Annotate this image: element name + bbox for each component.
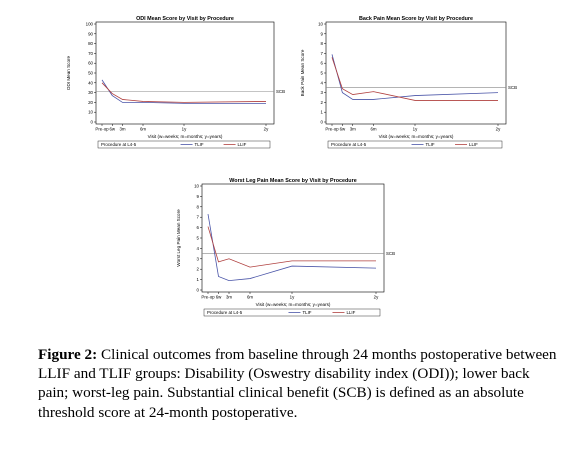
x-tick-label: 6w	[109, 127, 115, 132]
y-tick-label: 1	[321, 110, 324, 115]
legend-label-llif: LLIF	[469, 142, 478, 147]
plot-frame	[95, 21, 275, 125]
back-svg: Back Pain Mean Score by Visit by Procedu…	[300, 16, 517, 149]
y-axis-label: Back Pain Mean Score	[300, 49, 305, 96]
y-tick-label: 7	[197, 215, 200, 220]
legend-label-llif: LLIF	[238, 142, 247, 147]
legend-label-tlif: TLIF	[302, 310, 311, 315]
worst-leg-pain-chart: Worst Leg Pain Mean Score by Visit by Pr…	[172, 176, 404, 336]
figure-caption: Figure 2: Clinical outcomes from baselin…	[38, 345, 558, 422]
x-tick-label: 6w	[340, 127, 346, 132]
y-tick-label: 5	[197, 236, 200, 241]
scb-label: SCB	[276, 89, 285, 94]
legend-title: Procedure at L4-5	[207, 310, 243, 315]
y-tick-label: 3	[197, 256, 200, 261]
y-tick-label: 10	[88, 110, 93, 115]
y-tick-label: 100	[86, 22, 94, 27]
legend-title: Procedure at L4-5	[101, 142, 137, 147]
x-axis-label: Visit (w=weeks; m=months; y=years)	[256, 302, 331, 307]
y-tick-label: 6	[197, 225, 200, 230]
y-tick-label: 0	[91, 120, 94, 125]
y-tick-label: 30	[88, 90, 93, 95]
scb-label: SCB	[508, 85, 517, 90]
y-tick-label: 10	[194, 184, 199, 189]
y-tick-label: 9	[321, 31, 324, 36]
y-tick-label: 2	[321, 100, 324, 105]
series-line-tlif	[331, 54, 499, 100]
series-line-llif	[207, 226, 376, 268]
y-tick-label: 4	[321, 80, 324, 85]
caption-label: Figure 2:	[38, 346, 98, 363]
odi-chart: ODI Mean Score by Visit by Procedure 0 10 2…	[62, 14, 292, 166]
x-tick-label: 6w	[216, 295, 222, 300]
x-axis-label: Visit (w=weeks; m=months; y=years)	[379, 134, 454, 139]
y-tick-label: 0	[197, 288, 200, 293]
y-tick-label: 10	[318, 22, 323, 27]
plot-frame	[201, 183, 385, 293]
legend-label-tlif: TLIF	[195, 142, 204, 147]
y-tick-label: 5	[321, 71, 324, 76]
y-tick-label: 90	[88, 31, 93, 36]
y-tick-label: 60	[88, 61, 93, 66]
x-tick-label: 3m	[119, 127, 125, 132]
y-tick-label: 8	[197, 204, 200, 209]
y-tick-label: 9	[197, 194, 200, 199]
x-tick-label: 3m	[226, 295, 232, 300]
x-tick-label: 2y	[264, 127, 269, 132]
y-tick-label: 2	[197, 267, 200, 272]
series-line-llif	[101, 82, 267, 103]
x-tick-label: 6m	[247, 295, 253, 300]
x-tick-label: 3m	[350, 127, 356, 132]
y-tick-label: 50	[88, 71, 93, 76]
y-axis-label: ODI Mean Score	[66, 55, 71, 90]
y-tick-label: 1	[197, 277, 200, 282]
chart-title: ODI Mean Score by Visit by Procedure	[136, 16, 234, 22]
x-tick-label: 6m	[140, 127, 146, 132]
chart-title: Back Pain Mean Score by Visit by Procedu…	[359, 16, 473, 22]
x-tick-label: 1y	[290, 295, 295, 300]
x-tick-label: Pre-op	[95, 127, 109, 132]
x-tick-label: Pre-op	[201, 295, 215, 300]
scb-label: SCB	[386, 251, 395, 256]
leg-svg: Worst Leg Pain Mean Score by Visit by Pr…	[176, 178, 395, 317]
x-tick-label: Pre-op	[325, 127, 339, 132]
plot-frame	[325, 21, 507, 125]
x-tick-label: 2y	[496, 127, 501, 132]
x-tick-label: 6m	[370, 127, 376, 132]
x-tick-label: 1y	[413, 127, 418, 132]
y-axis-label: Worst Leg Pain Mean Score	[176, 209, 181, 267]
y-tick-label: 4	[197, 246, 200, 251]
legend-label-llif: LLIF	[346, 310, 355, 315]
y-tick-label: 70	[88, 51, 93, 56]
y-tick-label: 40	[88, 80, 93, 85]
legend-label-tlif: TLIF	[426, 142, 435, 147]
x-tick-label: 2y	[374, 295, 379, 300]
y-tick-label: 0	[321, 120, 324, 125]
odi-svg: ODI Mean Score by Visit by Procedure 0 10 2…	[66, 16, 285, 149]
y-tick-label: 6	[321, 61, 324, 66]
y-tick-label: 7	[321, 51, 324, 56]
chart-title: Worst Leg Pain Mean Score by Visit by Pr…	[229, 178, 356, 184]
x-tick-label: 1y	[182, 127, 187, 132]
y-tick-label: 80	[88, 41, 93, 46]
back-pain-chart: Back Pain Mean Score by Visit by Procedu…	[296, 14, 522, 166]
series-line-tlif	[101, 79, 266, 104]
y-tick-label: 3	[321, 90, 324, 95]
y-tick-label: 8	[321, 41, 324, 46]
y-tick-label: 20	[88, 100, 93, 105]
series-line-llif	[331, 57, 498, 101]
legend-title: Procedure at L4-5	[331, 142, 367, 147]
series-line-tlif	[207, 214, 377, 282]
caption-text: Clinical outcomes from baseline through …	[38, 346, 557, 421]
x-axis-label: Visit (w=weeks; m=months; y=years)	[148, 134, 223, 139]
